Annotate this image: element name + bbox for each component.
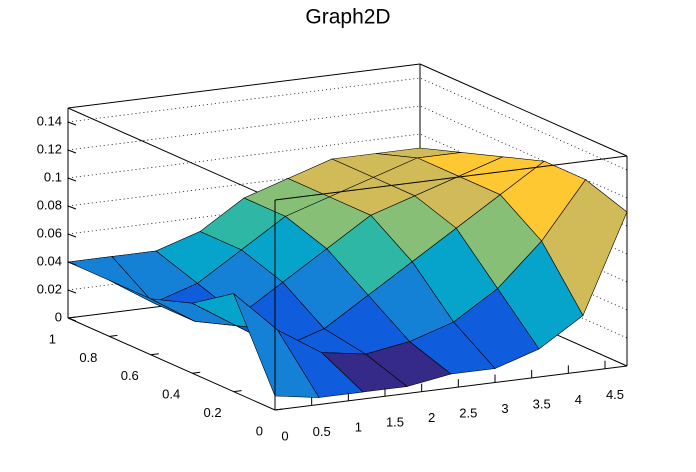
box-edge [67,63,421,109]
z-tick [67,205,77,210]
z-tick [67,317,77,322]
z-tick [67,233,77,238]
x-tick-label: 0 [281,428,288,443]
x-tick-label: 1 [355,419,362,434]
z-tick-label: 0.14 [37,113,62,128]
z-tick-label: 0 [55,309,62,324]
y-tick [192,371,201,374]
x-tick-label: 4 [575,392,582,407]
y-tick [67,316,77,319]
box-edge [419,63,628,157]
z-tick-label: 0.06 [37,225,62,240]
x-tick-label: 0.5 [313,424,331,439]
z-tick-label: 0.02 [37,281,62,296]
x-tick-label: 1.5 [386,415,404,430]
y-tick [150,353,159,356]
surface-cell [233,293,320,398]
z-tick-label: 0.12 [37,141,62,156]
box-edge [67,107,276,201]
z-tick [67,289,77,294]
x-tick-label: 3.5 [533,396,551,411]
y-axis [67,317,276,411]
z-tick [67,261,77,266]
y-tick [109,334,118,337]
y-tick-label: 0 [256,423,263,438]
z-tick [67,121,77,126]
y-tick-label: 0.6 [121,368,139,383]
y-tick [233,390,242,393]
z-tick-label: 0.1 [44,169,62,184]
y-tick [274,408,284,411]
z-tick-label: 0.04 [37,253,62,268]
x-tick-label: 4.5 [606,387,624,402]
y-tick-label: 0.4 [162,387,180,402]
y-tick-label: 0.2 [204,405,222,420]
y-tick-label: 0.8 [79,350,97,365]
chart-title: Graph2D [305,6,390,29]
z-tick-label: 0.08 [37,197,62,212]
z-tick [67,177,77,182]
x-tick-label: 3 [501,401,508,416]
box-edge [274,155,628,201]
z-tick [67,149,77,154]
y-tick-label: 1 [49,331,56,346]
x-tick-label: 2.5 [459,406,477,421]
x-tick-label: 2 [428,410,435,425]
